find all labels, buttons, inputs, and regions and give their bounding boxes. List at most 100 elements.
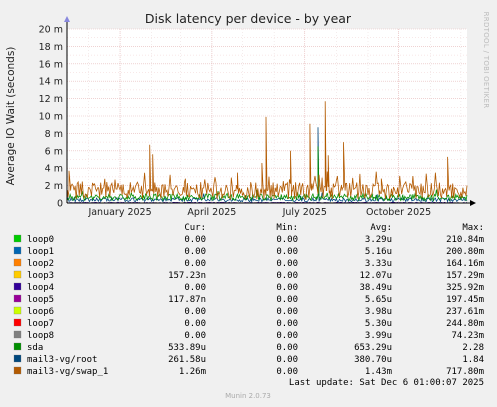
legend-max-value: 244.80m — [446, 319, 484, 329]
y-axis-label: Average IO Wait (seconds) — [5, 47, 17, 186]
legend-series-name: loop2 — [27, 259, 54, 269]
y-axis-arrow-icon — [64, 16, 70, 22]
legend-avg-value: 3.29u — [365, 235, 392, 245]
y-tick-label: 16 m — [39, 59, 63, 70]
legend-cur-value: 0.00 — [184, 235, 206, 245]
legend-header-max: Max: — [462, 223, 484, 233]
legend-avg-value: 12.07u — [359, 271, 392, 281]
y-ticks: 0 2 m 4 m 6 m 8 m 10 m 12 m 14 m 16 m 18 m 20 m — [39, 25, 63, 210]
y-tick-label: 10 m — [39, 112, 63, 123]
legend-swatch-loop7 — [13, 318, 22, 327]
legend-series-name: loop8 — [27, 331, 54, 341]
y-tick-label: 12 m — [39, 94, 63, 105]
x-ticks: January 2025 April 2025 July 2025 October 2… — [87, 207, 431, 218]
legend-cur-value: 157.23n — [168, 271, 206, 281]
legend-swatch-mail3-vg-swap-1 — [13, 366, 22, 375]
legend-cur-value: 117.87n — [168, 295, 206, 305]
legend-min-value: 0.00 — [276, 343, 298, 353]
legend-swatch-loop6 — [13, 306, 22, 315]
legend-max-value: 1.84 — [462, 355, 484, 365]
legend-header-min: Min: — [276, 223, 298, 233]
x-tick-label: April 2025 — [187, 207, 236, 218]
legend-cur-value: 0.00 — [184, 259, 206, 269]
legend-max-value: 717.80m — [446, 367, 484, 377]
legend-avg-value: 1.43m — [365, 367, 392, 377]
legend-min-value: 0.00 — [276, 247, 298, 257]
legend-avg-value: 38.49u — [359, 283, 392, 293]
legend-cur-value: 0.00 — [184, 319, 206, 329]
legend-cur-value: 1.26m — [179, 367, 206, 377]
legend-swatch-loop0 — [13, 234, 22, 243]
legend-cur-value: 533.89u — [168, 343, 206, 353]
y-tick-label: 14 m — [39, 77, 63, 88]
legend-cur-value: 0.00 — [184, 247, 206, 257]
legend: Cur: Min: Avg: Max: loop0 0.00 0.00 3.29u 21… — [13, 223, 484, 377]
legend-series-name: loop6 — [27, 307, 54, 317]
legend-min-value: 0.00 — [276, 367, 298, 377]
legend-series-name: mail3-vg/root — [27, 355, 97, 365]
legend-swatch-loop3 — [13, 270, 22, 279]
last-update: Last update: Sat Dec 6 01:00:07 2025 — [289, 378, 484, 388]
legend-max-value: 74.23m — [451, 331, 484, 341]
legend-avg-value: 5.16u — [365, 247, 392, 257]
legend-avg-value: 653.29u — [354, 343, 392, 353]
legend-min-value: 0.00 — [276, 355, 298, 365]
rrdtool-credit: RRDTOOL / TOBI OETIKER — [482, 12, 490, 109]
legend-series-name: loop3 — [27, 271, 54, 281]
legend-avg-value: 5.65u — [365, 295, 392, 305]
legend-max-value: 2.28 — [462, 343, 484, 353]
legend-max-value: 164.16m — [446, 259, 484, 269]
x-tick-label: January 2025 — [87, 207, 151, 218]
legend-header-cur: Cur: — [184, 223, 206, 233]
legend-max-value: 157.29m — [446, 271, 484, 281]
legend-max-value: 325.92m — [446, 283, 484, 293]
legend-min-value: 0.00 — [276, 283, 298, 293]
legend-avg-value: 3.98u — [365, 307, 392, 317]
legend-series-name: loop7 — [27, 319, 54, 329]
legend-series-name: loop1 — [27, 247, 54, 257]
legend-avg-value: 3.33u — [365, 259, 392, 269]
x-axis-arrow-icon — [470, 200, 476, 206]
legend-min-value: 0.00 — [276, 319, 298, 329]
y-tick-label: 6 m — [45, 146, 63, 157]
legend-max-value: 237.61m — [446, 307, 484, 317]
legend-swatch-loop4 — [13, 282, 22, 291]
y-tick-label: 2 m — [45, 181, 63, 192]
legend-series-name: sda — [27, 343, 43, 353]
legend-series-name: loop0 — [27, 235, 54, 245]
legend-series-name: mail3-vg/swap_1 — [27, 367, 108, 377]
legend-swatch-loop1 — [13, 246, 22, 255]
legend-min-value: 0.00 — [276, 271, 298, 281]
legend-min-value: 0.00 — [276, 331, 298, 341]
legend-cur-value: 261.58u — [168, 355, 206, 365]
legend-series-name: loop5 — [27, 295, 54, 305]
legend-min-value: 0.00 — [276, 235, 298, 245]
series-line-mail3-vg-swap-1 — [66, 101, 468, 201]
x-tick-label: July 2025 — [282, 207, 327, 218]
legend-cur-value: 0.00 — [184, 283, 206, 293]
y-tick-label: 4 m — [45, 164, 63, 175]
legend-avg-value: 5.30u — [365, 319, 392, 329]
legend-swatch-loop8 — [13, 330, 22, 339]
y-tick-label: 20 m — [39, 25, 63, 36]
legend-cur-value: 0.00 — [184, 307, 206, 317]
legend-swatch-mail3-vg-root — [13, 354, 22, 363]
y-tick-label: 18 m — [39, 42, 63, 53]
legend-cur-value: 0.00 — [184, 331, 206, 341]
legend-header-avg: Avg: — [370, 223, 392, 233]
legend-max-value: 200.80m — [446, 247, 484, 257]
legend-swatch-loop5 — [13, 294, 22, 303]
legend-min-value: 0.00 — [276, 295, 298, 305]
legend-series-name: loop4 — [27, 283, 54, 293]
legend-avg-value: 3.99u — [365, 331, 392, 341]
y-tick-label: 0 — [57, 199, 63, 210]
legend-max-value: 210.84m — [446, 235, 484, 245]
legend-max-value: 197.45m — [446, 295, 484, 305]
y-tick-label: 8 m — [45, 129, 63, 140]
x-tick-label: October 2025 — [366, 207, 431, 218]
chart-title: Disk latency per device - by year — [145, 11, 352, 26]
legend-min-value: 0.00 — [276, 307, 298, 317]
series-line-mail3-vg-root — [66, 127, 468, 204]
legend-swatch-loop2 — [13, 258, 22, 267]
